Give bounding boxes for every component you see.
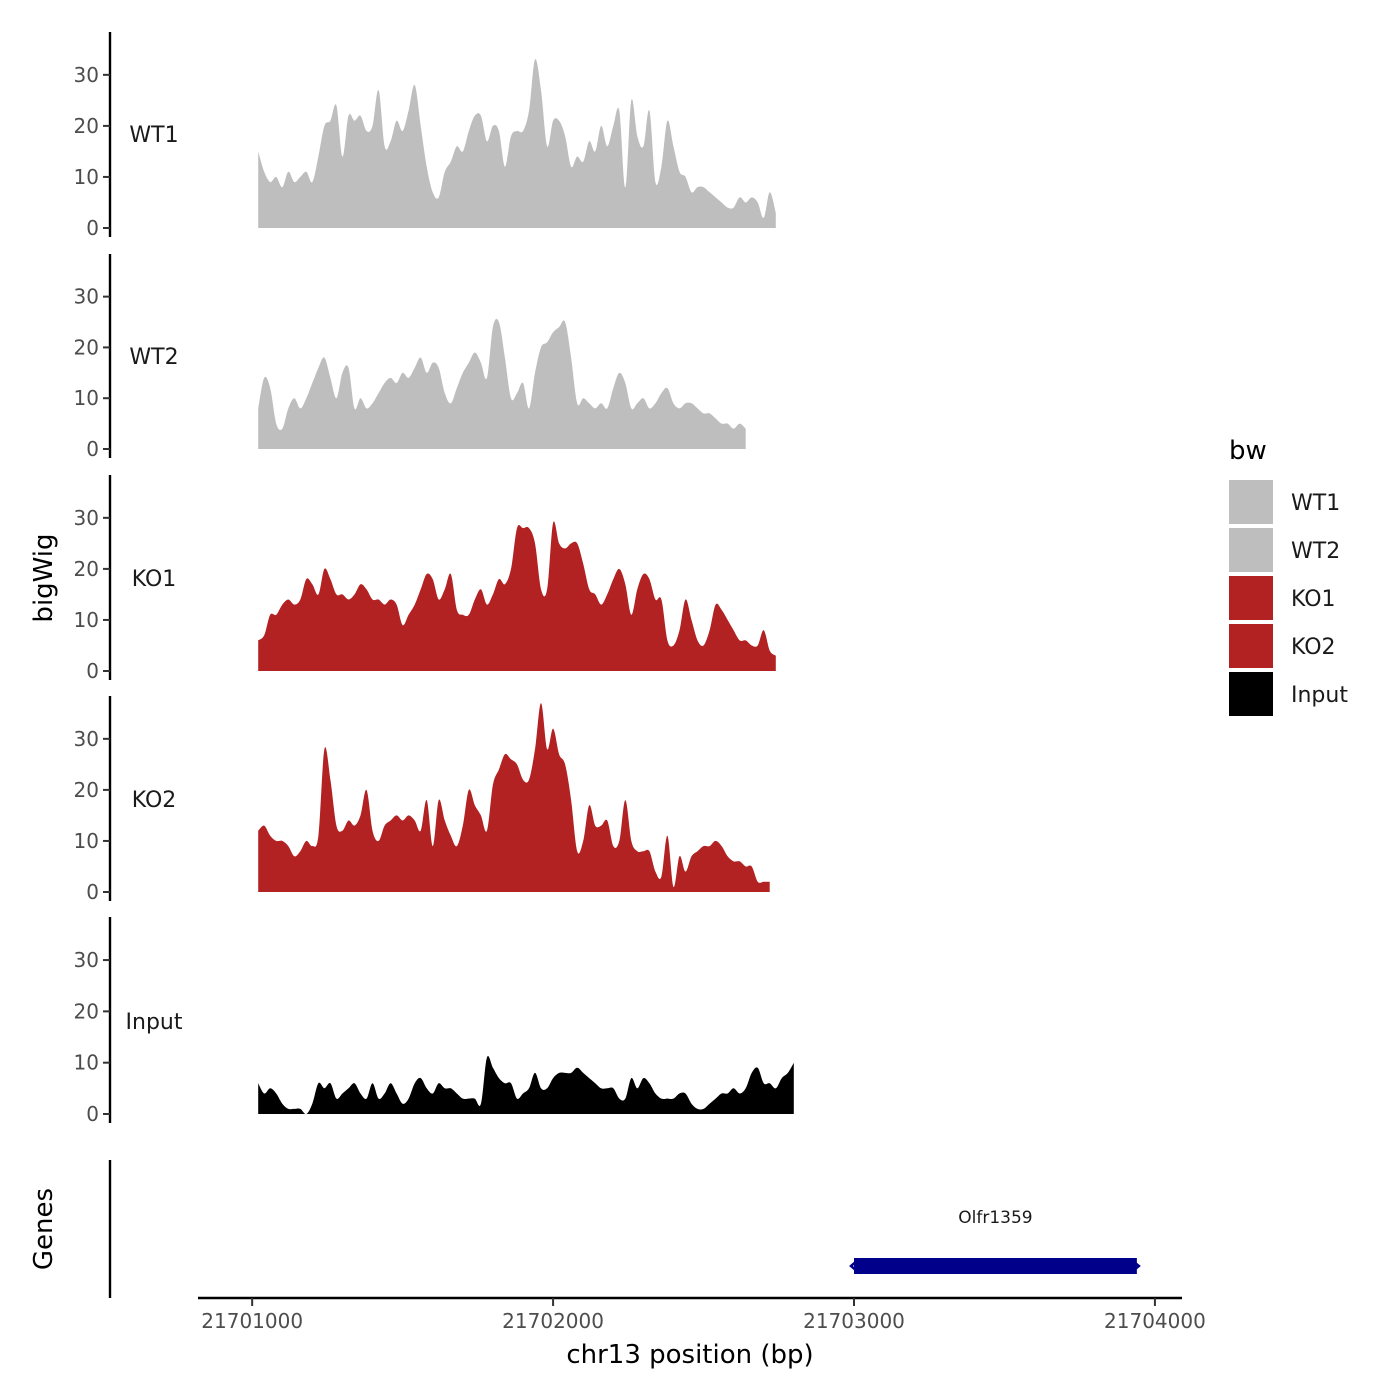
y-tick-label: 30	[74, 63, 99, 87]
genes-panel: Genes Olfr1359	[29, 1160, 1141, 1298]
legend-title: bw	[1229, 436, 1267, 466]
legend: bw WT1 WT2 KO1 KO2 Input	[1229, 436, 1348, 716]
y-axis-wt1: 0 10 20 30	[74, 32, 112, 240]
track-label-wt2: WT2	[129, 345, 178, 370]
x-tick-label: 21703000	[803, 1309, 905, 1333]
x-axis-ticks: 21701000 21702000 21703000 21704000	[201, 1298, 1206, 1333]
y-tick-label: 20	[74, 778, 99, 802]
x-tick-label: 21702000	[502, 1309, 604, 1333]
legend-label-wt1: WT1	[1291, 491, 1340, 516]
x-axis-title: chr13 position (bp)	[566, 1340, 813, 1370]
track-area-ko1	[258, 521, 776, 671]
y-axis-input: 0 10 20 30	[74, 917, 112, 1126]
gene-body	[854, 1258, 1137, 1274]
track-area-ko2	[258, 703, 770, 892]
y-tick-label: 0	[86, 1102, 99, 1126]
track-panel-ko2: KO2 0 10 20 30	[74, 696, 770, 904]
y-tick-label: 10	[74, 386, 99, 410]
y-tick-label: 0	[86, 659, 99, 683]
y-tick-label: 20	[74, 557, 99, 581]
gene-label: Olfr1359	[958, 1208, 1032, 1228]
track-label-input: Input	[126, 1010, 183, 1035]
legend-swatch-ko2	[1229, 624, 1273, 668]
y-tick-label: 20	[74, 335, 99, 359]
y-tick-label: 10	[74, 829, 99, 853]
y-tick-label: 20	[74, 999, 99, 1023]
genes-panel-title: Genes	[29, 1188, 59, 1270]
legend-items: WT1 WT2 KO1 KO2 Input	[1229, 480, 1348, 716]
track-panel-wt1: WT1 0 10 20 30	[74, 32, 776, 240]
y-tick-label: 30	[74, 948, 99, 972]
x-tick-label: 21704000	[1104, 1309, 1206, 1333]
legend-label-input: Input	[1291, 683, 1348, 708]
legend-label-ko1: KO1	[1291, 587, 1336, 612]
track-label-ko1: KO1	[132, 567, 177, 592]
track-area-input	[258, 1056, 794, 1115]
y-axis-title: bigWig	[29, 533, 59, 622]
y-tick-label: 0	[86, 216, 99, 240]
y-tick-label: 0	[86, 880, 99, 904]
x-tick-label: 21701000	[201, 1309, 303, 1333]
track-area-wt2	[258, 318, 746, 449]
y-tick-label: 0	[86, 437, 99, 461]
y-tick-label: 30	[74, 285, 99, 309]
y-tick-label: 30	[74, 506, 99, 530]
track-label-ko2: KO2	[132, 788, 177, 813]
legend-label-wt2: WT2	[1291, 539, 1340, 564]
y-tick-label: 20	[74, 114, 99, 138]
y-tick-label: 10	[74, 1051, 99, 1075]
track-label-wt1: WT1	[129, 123, 178, 148]
gene-strand-arrow-right	[1132, 1260, 1141, 1272]
track-panel-ko1: KO1 0 10 20 30	[74, 475, 776, 683]
gene-strand-arrow-left	[849, 1258, 860, 1274]
legend-swatch-input	[1229, 672, 1273, 716]
y-axis-ko1: 0 10 20 30	[74, 475, 112, 683]
x-axis: 21701000 21702000 21703000 21704000 chr13 p…	[198, 1296, 1206, 1370]
y-tick-label: 10	[74, 165, 99, 189]
legend-label-ko2: KO2	[1291, 635, 1336, 660]
legend-swatch-wt1	[1229, 480, 1273, 524]
track-area-wt1	[258, 59, 776, 228]
legend-swatch-wt2	[1229, 528, 1273, 572]
y-tick-label: 10	[74, 608, 99, 632]
y-axis-wt2: 0 10 20 30	[74, 254, 112, 461]
track-panel-input: Input 0 10 20 30	[74, 917, 794, 1126]
track-panel-wt2: WT2 0 10 20 30	[74, 254, 746, 461]
legend-swatch-ko1	[1229, 576, 1273, 620]
y-tick-label: 30	[74, 727, 99, 751]
y-axis-ko2: 0 10 20 30	[74, 696, 112, 904]
